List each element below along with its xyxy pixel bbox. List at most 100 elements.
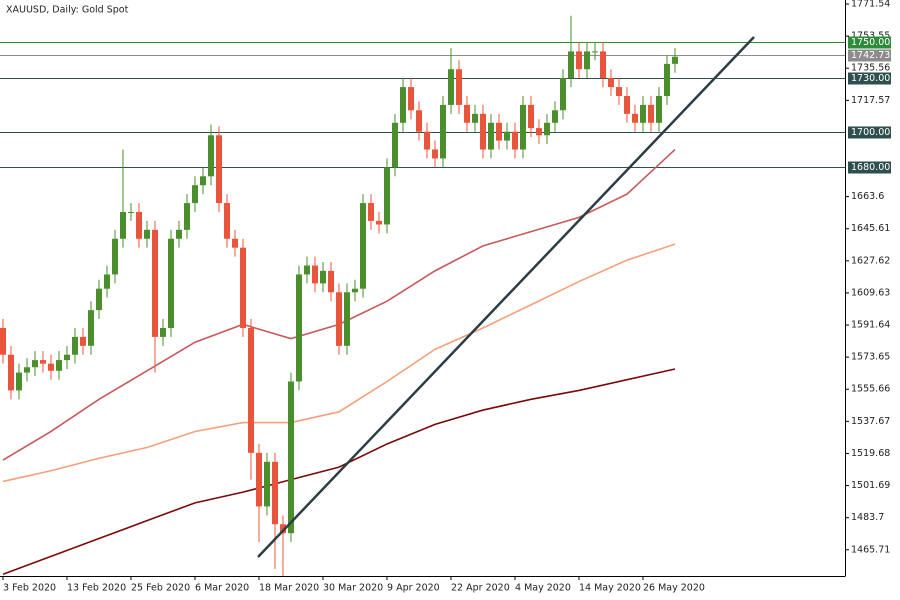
candle-body [520,104,526,150]
trend-line [257,36,755,558]
candle-body [0,327,6,355]
candle-body [536,128,542,136]
level-label: 1730.00 [851,73,890,84]
candle-body [592,51,598,53]
candle-body [216,135,222,204]
y-tick-label: 1555.66 [851,384,890,395]
candle-body [624,96,630,114]
level-label: 1700.00 [851,127,890,138]
candle-body [632,113,638,123]
y-tick-label: 1573.65 [851,352,890,363]
candle-body [160,327,166,337]
candle-body [656,96,662,123]
candle-body [152,229,158,337]
plot-area [0,15,845,576]
candle-body [232,238,238,248]
y-tick-label: 1519.68 [851,448,890,459]
candle-body [664,63,670,96]
candle-body [488,122,494,150]
candle-body [144,229,150,239]
x-tick-label: 9 Apr 2020 [387,583,440,594]
y-tick-label: 1645.61 [851,223,890,234]
level-label-box [848,126,891,139]
x-tick-label: 22 Apr 2020 [451,583,510,594]
candle-body [672,56,678,64]
candle-body [304,265,310,275]
candle-body [200,176,206,186]
y-tick-label: 1735.56 [851,63,890,74]
labels: 1771.54 1753.55 1735.56 1717.57 1663.6 1645.6… [2,0,891,594]
candle-body [552,110,558,123]
candle-body [392,122,398,168]
candle-body [344,292,350,346]
y-tick-label: 1717.57 [851,95,890,106]
candle-body [80,336,86,346]
y-tick-label: 1627.62 [851,255,890,266]
candle-body [32,360,38,368]
candle-body [264,461,270,507]
candle-body [8,354,14,391]
level-label-box [848,36,891,49]
y-tick-label: 1465.71 [851,544,890,555]
y-tick-label: 1483.7 [851,512,884,523]
x-tick-label: 30 Mar 2020 [323,583,383,594]
candle-body [568,51,574,79]
candle-body [192,185,198,204]
chart-title: XAUUSD, Daily: Gold Spot [6,5,129,16]
y-tick-label: 1771.54 [851,0,890,10]
candle-body [408,87,414,111]
moving-average [2,368,676,575]
candle-body [112,238,118,275]
candle-body [432,149,438,159]
level-label: 1680.00 [851,162,890,173]
candle-body [320,270,326,284]
candle-body [120,211,126,239]
candle-body [456,69,462,105]
candle-body [328,270,334,293]
x-tick-label: 14 May 2020 [579,583,641,594]
level-label-box [848,161,891,174]
candle-body [168,238,174,328]
candle-body [464,104,470,123]
x-tick-label: 6 Mar 2020 [195,583,249,594]
candle-body [336,292,342,346]
y-tick-label: 1537.67 [851,416,890,427]
candle-body [184,203,190,230]
level-label: 1742.73 [851,50,890,61]
candle-body [128,211,134,213]
level-label: 1750.00 [851,37,890,48]
candle-body [248,327,254,453]
candle-body [24,367,30,373]
candle-body [104,274,110,289]
level-label-box [848,72,891,85]
candle-body [224,203,230,239]
candle-body [472,113,478,123]
candle-body [496,122,502,141]
x-tick-label: 3 Feb 2020 [3,583,56,594]
candle-body [384,167,390,225]
candle-body [296,274,302,382]
candle-body [272,461,278,525]
candle-body [176,229,182,239]
candle-body [504,131,510,141]
candle-body [64,354,70,361]
candle-body [416,110,422,132]
candle-body [280,524,286,534]
candle-body [544,122,550,136]
candle-body [40,360,46,364]
candle-body [424,131,430,150]
candle-body [600,51,606,79]
x-tick-label: 26 May 2020 [643,583,705,594]
x-tick-label: 18 Mar 2020 [259,583,319,594]
x-tick-label: 4 May 2020 [515,583,571,594]
candle-body [72,336,78,355]
candle-body [312,265,318,284]
candle-body [240,247,246,328]
candle-body [88,310,94,346]
candle-body [136,211,142,239]
candle-body [448,69,454,105]
candle-body [608,78,614,88]
candle-body [48,363,54,371]
y-tick-label: 1501.69 [851,480,890,491]
